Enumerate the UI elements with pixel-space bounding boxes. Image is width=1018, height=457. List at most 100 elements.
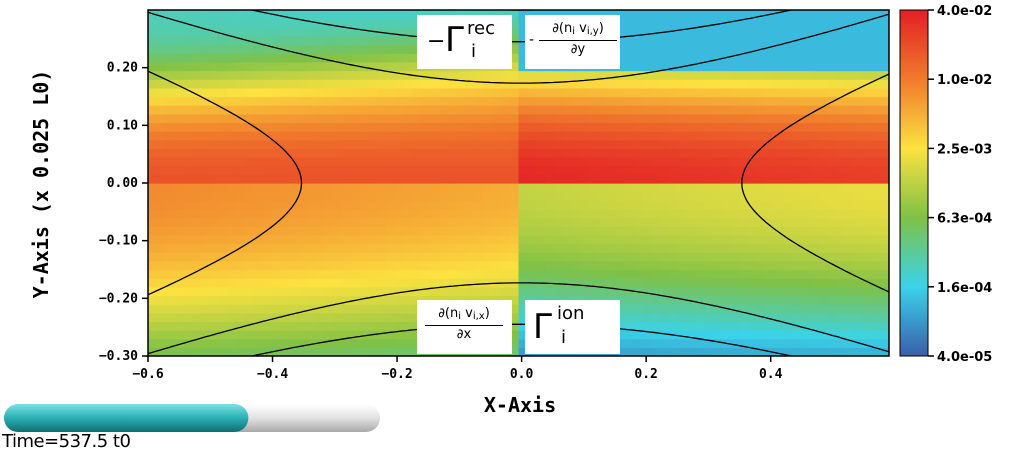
heatmap-cell <box>844 122 855 132</box>
heatmap-cell <box>571 174 581 184</box>
heatmap-cell <box>483 269 493 279</box>
heatmap-cell <box>668 61 678 72</box>
heatmap-cell <box>297 208 308 219</box>
heatmap-cell <box>412 226 423 236</box>
heatmap-cell <box>306 18 317 28</box>
heatmap-cell <box>827 18 837 28</box>
heatmap-cell <box>756 87 767 98</box>
heatmap-cell <box>333 70 343 80</box>
heatmap-cell <box>518 234 528 245</box>
heatmap-cell <box>774 183 784 193</box>
heatmap-cell <box>156 234 167 245</box>
heatmap-cell <box>677 330 687 340</box>
heatmap-cell <box>156 226 167 236</box>
heatmap-cell <box>518 226 528 236</box>
heatmap-cell <box>703 304 714 314</box>
heatmap-cell <box>809 157 820 167</box>
heatmap-cell <box>774 87 784 98</box>
heatmap-cell <box>765 260 775 271</box>
heatmap-cell <box>227 304 237 314</box>
heatmap-cell <box>871 174 881 184</box>
heatmap-cell <box>615 330 625 340</box>
heatmap-cell <box>818 208 828 219</box>
heatmap-cell <box>774 105 784 115</box>
heatmap-cell <box>686 174 696 184</box>
heatmap-cell <box>421 191 431 201</box>
heatmap-cell <box>492 174 502 184</box>
heatmap-cell <box>518 113 528 124</box>
heatmap-cell <box>800 217 811 227</box>
heatmap-cell <box>765 79 775 89</box>
heatmap-cell <box>192 113 202 124</box>
heatmap-cell <box>342 304 352 314</box>
heatmap-cell <box>642 338 652 348</box>
heatmap-cell <box>747 35 758 46</box>
heatmap-cell <box>439 217 449 227</box>
heatmap-cell <box>536 70 546 80</box>
heatmap-cell <box>730 27 740 37</box>
heatmap-cell <box>148 105 158 115</box>
heatmap-cell <box>253 330 264 340</box>
heatmap-cell <box>165 165 176 175</box>
heatmap-cell <box>156 122 167 132</box>
heatmap-cell <box>509 260 520 271</box>
heatmap-cell <box>659 61 670 72</box>
heatmap-cell <box>200 304 211 314</box>
heatmap-cell <box>791 113 802 124</box>
heatmap-cell <box>659 295 670 305</box>
heatmap-cell <box>333 243 343 253</box>
heatmap-cell <box>571 148 581 158</box>
heatmap-cell <box>350 208 361 219</box>
heatmap-cell <box>218 208 228 219</box>
heatmap-cell <box>668 157 678 167</box>
heatmap-cell <box>518 200 528 210</box>
heatmap-cell <box>183 252 193 262</box>
heatmap-cell <box>200 105 211 115</box>
heatmap-cell <box>192 44 202 54</box>
heatmap-cell <box>289 286 299 297</box>
heatmap-cell <box>456 200 467 210</box>
heatmap-cell <box>597 278 608 288</box>
heatmap-cell <box>386 53 396 63</box>
heatmap-cell <box>677 338 687 348</box>
heatmap-cell <box>245 321 255 331</box>
heatmap-cell <box>747 70 758 80</box>
heatmap-cell <box>836 234 846 245</box>
heatmap-cell <box>730 278 740 288</box>
heatmap-cell <box>386 18 396 28</box>
heatmap-cell <box>836 191 846 201</box>
heatmap-cell <box>245 131 255 141</box>
heatmap-cell <box>183 286 193 297</box>
heatmap-cell <box>712 35 722 46</box>
heatmap-cell <box>209 96 220 106</box>
heatmap-cell <box>659 174 670 184</box>
heatmap-cell <box>791 131 802 141</box>
heatmap-cell <box>809 96 820 106</box>
heatmap-cell <box>800 96 811 106</box>
heatmap-cell <box>844 312 855 322</box>
heatmap-cell <box>156 165 167 175</box>
heatmap-cell <box>227 35 237 46</box>
heatmap-cell <box>200 286 211 297</box>
heatmap-cell <box>245 260 255 271</box>
heatmap-cell <box>209 35 220 46</box>
heatmap-cell <box>862 61 872 72</box>
heatmap-cell <box>544 269 555 279</box>
heatmap-cell <box>165 35 176 46</box>
heatmap-cell <box>403 269 414 279</box>
heatmap-cell <box>148 96 158 106</box>
heatmap-cell <box>862 278 872 288</box>
heatmap-cell <box>500 105 511 115</box>
heatmap-cell <box>262 252 273 262</box>
heatmap-cell <box>818 330 828 340</box>
heatmap-cell <box>412 131 423 141</box>
heatmap-cell <box>536 131 546 141</box>
heatmap-cell <box>500 165 511 175</box>
heatmap-cell <box>245 183 255 193</box>
heatmap-cell <box>183 243 193 253</box>
heatmap-cell <box>183 87 193 98</box>
heatmap-cell <box>350 321 361 331</box>
heatmap-cell <box>412 278 423 288</box>
heatmap-cell <box>606 278 617 288</box>
heatmap-cell <box>642 330 652 340</box>
